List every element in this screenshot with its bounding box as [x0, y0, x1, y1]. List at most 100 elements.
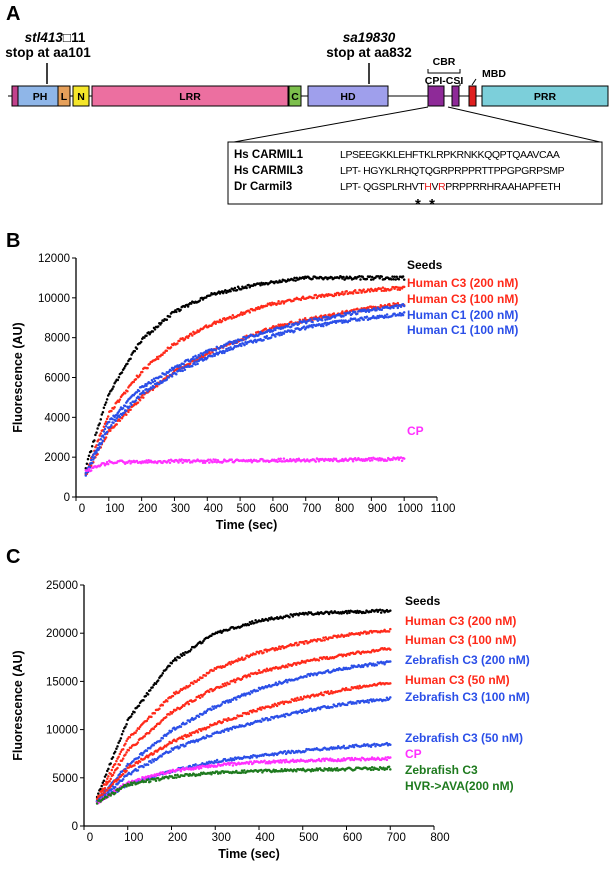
data-point: [104, 462, 108, 466]
domain-hd-label: HD: [340, 91, 356, 103]
data-point: [281, 700, 284, 704]
data-point: [272, 754, 275, 757]
data-point: [146, 755, 150, 759]
data-point: [402, 304, 406, 308]
cpi-label: CPI-CSI: [425, 75, 464, 87]
data-point: [297, 322, 301, 326]
data-point: [319, 295, 323, 298]
data-point: [335, 767, 339, 770]
data-point: [121, 772, 125, 776]
data-point: [400, 459, 404, 462]
data-point: [392, 277, 395, 281]
data-point: [125, 409, 128, 413]
data-point: [353, 456, 357, 460]
data-point: [207, 690, 211, 694]
data-point: [134, 378, 138, 381]
data-point: [212, 707, 215, 710]
data-point: [168, 664, 171, 668]
data-point: [232, 678, 236, 682]
data-point: [146, 763, 150, 766]
data-point: [248, 311, 252, 314]
data-point: [323, 316, 326, 319]
data-point: [399, 305, 403, 308]
series-zebrafish-c3-hvr-ava-200-nm: [95, 765, 392, 805]
legend-zebrafish-c3-50-nm: Zebrafish C3 (50 nM): [405, 731, 523, 745]
data-point: [164, 715, 168, 719]
data-point: [222, 730, 226, 733]
data-point: [324, 321, 327, 324]
data-point: [105, 430, 109, 434]
data-point: [221, 682, 225, 686]
data-point: [284, 678, 288, 682]
y-tick-label: 25000: [46, 580, 78, 592]
data-point: [314, 293, 318, 297]
data-point: [363, 459, 367, 463]
data-point: [121, 757, 125, 760]
data-point: [385, 696, 389, 700]
data-point: [304, 749, 307, 753]
data-point: [86, 457, 90, 461]
data-point: [213, 460, 216, 463]
data-point: [99, 787, 102, 791]
data-point: [326, 769, 330, 772]
data-point: [221, 345, 225, 349]
data-point: [301, 295, 305, 299]
data-point: [117, 789, 120, 793]
data-point: [141, 753, 144, 757]
data-point: [128, 735, 132, 739]
data-point: [213, 320, 216, 323]
data-point: [358, 633, 361, 636]
data-point: [257, 669, 261, 672]
data-point: [271, 329, 275, 333]
data-point: [164, 734, 168, 738]
data-point: [115, 423, 118, 426]
x-tick-label: 900: [368, 503, 387, 515]
data-point: [111, 782, 115, 786]
data-point: [240, 677, 244, 681]
data-point: [217, 290, 221, 293]
data-point: [279, 323, 282, 326]
data-point: [401, 313, 405, 317]
data-point: [232, 289, 236, 292]
data-point: [212, 669, 215, 672]
data-point: [362, 318, 365, 321]
data-point: [134, 399, 138, 402]
data-point: [235, 288, 239, 292]
legend-zebrafish-c3-200-nm: Zebrafish C3 (200 nM): [405, 653, 530, 667]
data-point: [282, 702, 286, 706]
data-point: [338, 702, 341, 706]
data-point: [266, 762, 270, 765]
data-point: [124, 742, 127, 746]
data-point: [205, 351, 209, 354]
data-point: [93, 456, 96, 459]
data-point: [125, 785, 128, 788]
data-point: [363, 308, 367, 312]
data-point: [323, 459, 326, 463]
data-point: [334, 293, 338, 297]
data-point: [95, 802, 99, 805]
data-point: [203, 692, 206, 696]
data-point: [210, 734, 213, 738]
data-point: [255, 710, 258, 713]
panel-c: C 0 100 200 300 400 500 600 700 800 0 5000 10000 150…: [6, 546, 530, 861]
data-point: [201, 676, 204, 679]
data-point: [321, 657, 324, 661]
data-point: [282, 457, 286, 460]
data-point: [391, 275, 394, 278]
data-point: [266, 619, 270, 622]
data-point: [277, 300, 280, 303]
data-point: [314, 460, 318, 463]
data-point: [347, 746, 350, 750]
data-point: [118, 419, 122, 423]
data-point: [204, 711, 208, 715]
data-point: [367, 632, 370, 635]
data-point: [111, 765, 115, 769]
data-point: [348, 319, 352, 322]
panel-c-letter: C: [6, 546, 20, 568]
data-point: [197, 678, 201, 682]
data-point: [366, 308, 370, 312]
data-point: [180, 367, 183, 370]
data-point: [103, 427, 107, 431]
data-point: [180, 458, 183, 461]
data-point: [334, 768, 338, 772]
